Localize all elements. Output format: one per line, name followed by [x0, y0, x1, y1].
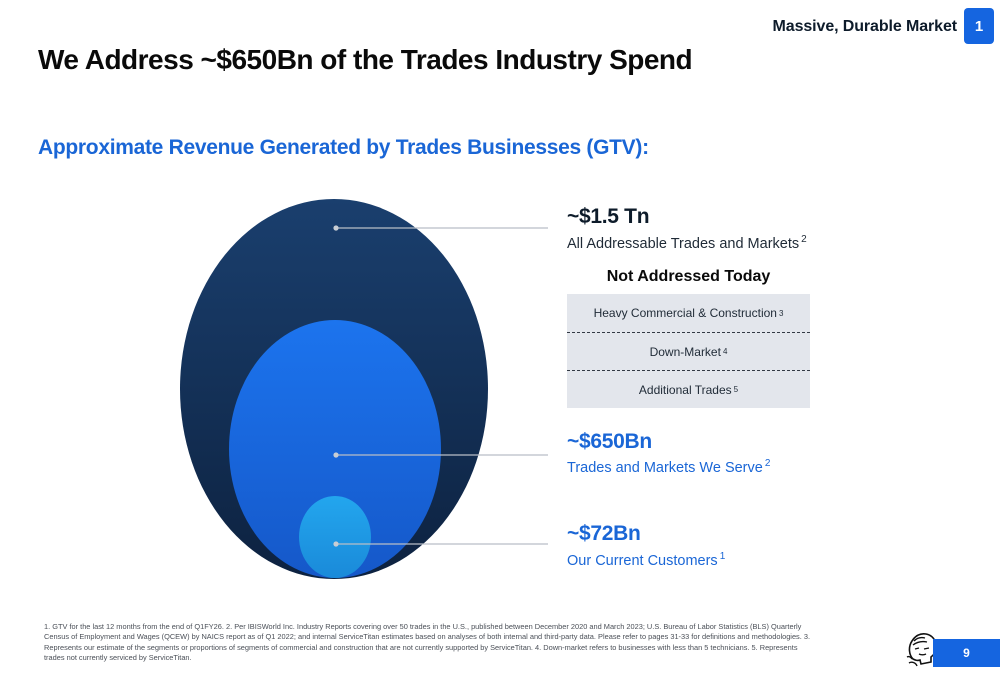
page-title: We Address ~$650Bn of the Trades Industr…: [38, 44, 693, 75]
served-market-value: ~$650Bn: [567, 430, 652, 453]
section-label: Massive, Durable Market: [772, 18, 958, 35]
not-addressed-item-footnote: 3: [778, 308, 784, 318]
total-market-value: ~$1.5 Tn: [567, 205, 650, 228]
served-leader-dot: [333, 452, 339, 458]
served-market-footnote: 2: [764, 458, 771, 469]
not-addressed-item: Down-Market 4: [567, 332, 810, 370]
not-addressed-title: Not Addressed Today: [606, 268, 771, 285]
current-customers-footnote: 1: [719, 551, 726, 562]
current-customers-value: ~$72Bn: [567, 522, 641, 545]
total-market-footnote: 2: [801, 234, 807, 245]
footnotes: 1. GTV for the last 12 months from the e…: [44, 622, 811, 662]
not-addressed-item-footnote: 5: [733, 385, 739, 394]
current-customers-circle: [299, 496, 371, 578]
not-addressed-list: Heavy Commercial & Construction 3 Down-Ma…: [567, 294, 810, 408]
page-number: 9: [933, 639, 1000, 667]
not-addressed-item-label: Heavy Commercial & Construction: [593, 306, 777, 320]
current-customers-label-text: Our Current Customers: [567, 552, 718, 569]
not-addressed-item-label: Down-Market: [649, 344, 721, 359]
current-customers-label: Our Current Customers 1: [567, 551, 725, 569]
chart-subtitle: Approximate Revenue Generated by Trades …: [38, 136, 649, 159]
current-leader-dot: [333, 541, 339, 547]
served-market-circle: [229, 320, 441, 578]
served-market-label: Trades and Markets We Serve 2: [567, 458, 770, 476]
not-addressed-item: Heavy Commercial & Construction 3: [567, 294, 810, 332]
total-market-label-text: All Addressable Trades and Markets: [567, 235, 800, 252]
section-number-badge: 1: [964, 8, 994, 44]
served-market-label-text: Trades and Markets We Serve: [567, 459, 763, 476]
not-addressed-item: Additional Trades 5: [567, 370, 810, 408]
total-leader-dot: [333, 225, 339, 231]
not-addressed-item-label: Additional Trades: [638, 382, 732, 397]
total-market-label: All Addressable Trades and Markets 2: [567, 234, 807, 252]
not-addressed-item-footnote: 4: [722, 347, 728, 356]
